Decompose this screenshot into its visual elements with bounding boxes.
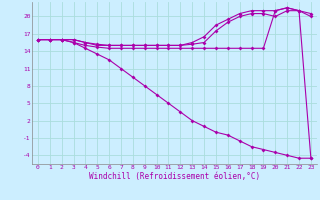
X-axis label: Windchill (Refroidissement éolien,°C): Windchill (Refroidissement éolien,°C) bbox=[89, 172, 260, 181]
